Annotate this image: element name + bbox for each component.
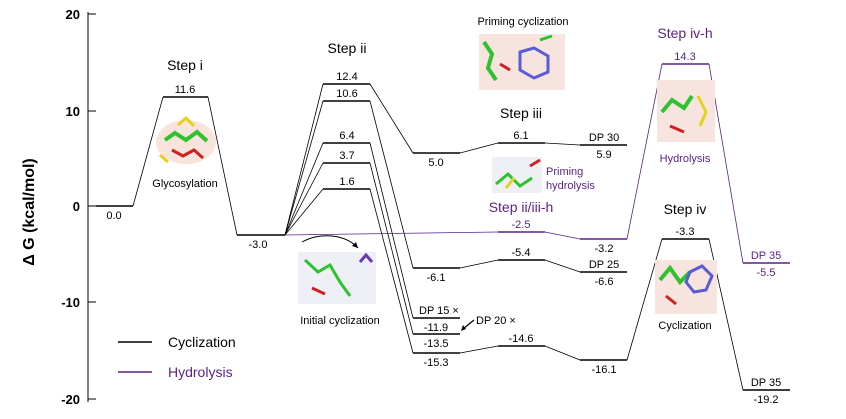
priming-cyclization-structure bbox=[479, 34, 565, 90]
energy-values: 0.0 11.6 -3.0 12.4 10.6 6.4 3.7 1.6 5.0 … bbox=[106, 51, 778, 406]
dp-label: DP 35 bbox=[751, 250, 781, 262]
energy-value: 5.9 bbox=[596, 149, 611, 161]
energy-value: -3.2 bbox=[595, 243, 614, 255]
y-axis-label: Δ G (kcal/mol) bbox=[21, 158, 38, 266]
hydrolysis-structure bbox=[657, 80, 715, 142]
energy-value: -2.5 bbox=[512, 219, 531, 231]
dp-labels: DP 15 × DP 20 × DP 25 DP 30 DP 35 DP 35 bbox=[419, 132, 781, 389]
step-ii-label: Step ii bbox=[328, 40, 367, 56]
energy-value: -15.3 bbox=[423, 357, 448, 369]
dp-label: DP 20 × bbox=[476, 315, 516, 327]
priming-hydrolysis-structure bbox=[492, 157, 542, 193]
y-tick-label: 10 bbox=[66, 104, 80, 119]
energy-value: 14.3 bbox=[674, 51, 695, 63]
y-tick-label: -10 bbox=[61, 295, 80, 310]
energy-value: -5.5 bbox=[757, 267, 776, 279]
initial-cyclization-structure bbox=[298, 235, 376, 304]
energy-value: -5.4 bbox=[512, 247, 531, 259]
energy-value: -16.1 bbox=[591, 364, 616, 376]
dp20-arrowhead bbox=[461, 325, 466, 331]
y-axis: 20 10 0 -10 -20 Δ G (kcal/mol) bbox=[21, 7, 96, 407]
captions: Glycosylation Initial cyclization Primin… bbox=[152, 16, 711, 332]
energy-value: 10.6 bbox=[336, 88, 357, 100]
legend: Cyclization Hydrolysis bbox=[118, 334, 236, 380]
energy-value: -13.5 bbox=[423, 338, 448, 350]
y-tick-label: -20 bbox=[61, 392, 80, 407]
energy-value: -3.0 bbox=[249, 239, 268, 251]
y-tick-label: 20 bbox=[66, 7, 80, 22]
dp-label: DP 35 bbox=[751, 377, 781, 389]
step-iv-h-label: Step iv-h bbox=[657, 25, 712, 41]
dp-label: DP 15 × bbox=[419, 305, 459, 317]
y-tick-label: 0 bbox=[73, 199, 80, 214]
energy-value: 6.1 bbox=[513, 130, 528, 142]
priming-cyclization-caption: Priming cyclization bbox=[477, 16, 568, 28]
step-iv-label: Step iv bbox=[664, 201, 707, 217]
legend-label-hydrolysis: Hydrolysis bbox=[168, 364, 233, 380]
energy-value: -19.2 bbox=[753, 394, 778, 406]
cyclization-connectors bbox=[132, 83, 744, 391]
legend-label-cyclization: Cyclization bbox=[168, 334, 236, 350]
energy-value: -6.6 bbox=[595, 276, 614, 288]
step-i-label: Step i bbox=[167, 57, 203, 73]
energy-value: -3.3 bbox=[676, 226, 695, 238]
cyclization-caption: Cyclization bbox=[658, 320, 711, 332]
energy-value: 12.4 bbox=[336, 71, 357, 83]
energy-value: 6.4 bbox=[339, 130, 354, 142]
energy-value: 5.0 bbox=[428, 157, 443, 169]
energy-value: -14.6 bbox=[508, 333, 533, 345]
priming-hydrolysis-caption: Priming bbox=[546, 166, 583, 178]
energy-value: 1.6 bbox=[339, 176, 354, 188]
energy-value: 0.0 bbox=[106, 210, 121, 222]
energy-value: 3.7 bbox=[339, 150, 354, 162]
energy-value: -11.9 bbox=[424, 322, 448, 334]
dp-label: DP 25 bbox=[589, 259, 619, 271]
glycosylation-caption: Glycosylation bbox=[152, 178, 217, 190]
glycosylation-structure bbox=[156, 115, 216, 164]
dp-label: DP 30 bbox=[589, 132, 619, 144]
energy-value: -6.1 bbox=[427, 272, 446, 284]
energy-value: 11.6 bbox=[175, 84, 196, 96]
cyclization-structure bbox=[655, 260, 717, 314]
initial-cyclization-caption: Initial cyclization bbox=[300, 315, 379, 327]
step-ii-iii-h-label: Step ii/iii-h bbox=[489, 199, 554, 215]
step-iii-label: Step iii bbox=[500, 105, 542, 121]
cyclization-levels bbox=[96, 83, 790, 391]
step-labels: Step i Step ii Step iii Step iv Step ii/… bbox=[167, 25, 713, 217]
hydrolysis-caption: Hydrolysis bbox=[660, 153, 711, 165]
priming-hydrolysis-caption: hydrolysis bbox=[546, 180, 595, 192]
